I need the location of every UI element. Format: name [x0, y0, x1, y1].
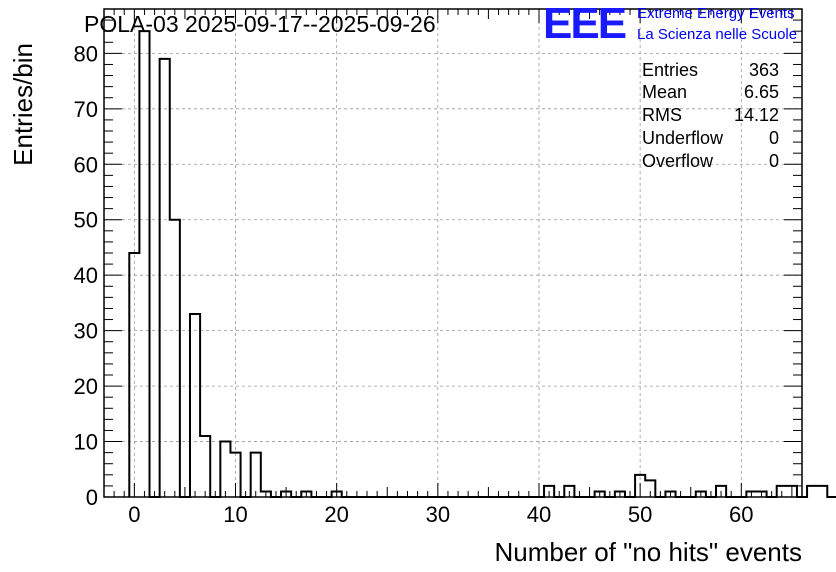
x-axis-label: Number of "no hits" events: [495, 537, 803, 567]
stat-value: 0: [769, 128, 779, 148]
stat-label: Mean: [642, 82, 687, 102]
y-tick-label: 80: [74, 41, 98, 66]
chart-title: POLA-03 2025-09-17--2025-09-26: [84, 11, 436, 37]
stat-value: 363: [749, 60, 779, 80]
stats-box: Entries 363 Mean 6.65 RMS 14.12 Underflo…: [642, 60, 779, 171]
stat-value: 6.65: [744, 82, 779, 102]
x-tick-label: 40: [527, 502, 551, 527]
histogram-bin: [251, 453, 261, 497]
eee-logo: EEE: [543, 0, 626, 48]
y-tick-label: 60: [74, 152, 98, 177]
y-tick-label: 40: [74, 263, 98, 288]
stat-value: 0: [769, 151, 779, 171]
histogram-bin: [200, 436, 210, 497]
y-tick-label: 0: [86, 485, 98, 510]
histogram-bin: [139, 31, 149, 497]
grid-lines: [104, 9, 802, 497]
x-tick-label: 0: [128, 502, 140, 527]
stat-label: RMS: [642, 105, 682, 125]
histogram-bin: [817, 486, 827, 497]
y-tick-label: 20: [74, 374, 98, 399]
y-tick-label: 10: [74, 430, 98, 455]
axis-ticks: 0 10 20 30 40 50 60 0 10 20 30 40 50 60 70 80: [74, 8, 803, 527]
histogram-bin: [190, 314, 200, 497]
stat-label: Overflow: [642, 151, 714, 171]
x-tick-label: 20: [324, 502, 348, 527]
plot-frame: [103, 8, 803, 498]
histogram-bin: [170, 220, 180, 497]
y-axis-label: Entries/bin: [8, 43, 38, 166]
logo-line-1: Extreme Energy Events: [637, 5, 795, 22]
stat-value: 14.12: [734, 105, 779, 125]
histogram-bin: [160, 59, 170, 497]
plot-area-border: [103, 8, 803, 498]
histogram-bin: [220, 442, 230, 497]
stat-label: Entries: [642, 60, 698, 80]
y-tick-label: 70: [74, 97, 98, 122]
stat-label: Underflow: [642, 128, 724, 148]
x-tick-label: 50: [628, 502, 652, 527]
histogram-bin: [807, 486, 817, 497]
x-tick-label: 10: [223, 502, 247, 527]
y-tick-label: 30: [74, 319, 98, 344]
logo-line-2: La Scienza nelle Scuole: [637, 26, 797, 43]
y-tick-label: 50: [74, 208, 98, 233]
x-tick-label: 60: [729, 502, 753, 527]
x-tick-label: 30: [426, 502, 450, 527]
